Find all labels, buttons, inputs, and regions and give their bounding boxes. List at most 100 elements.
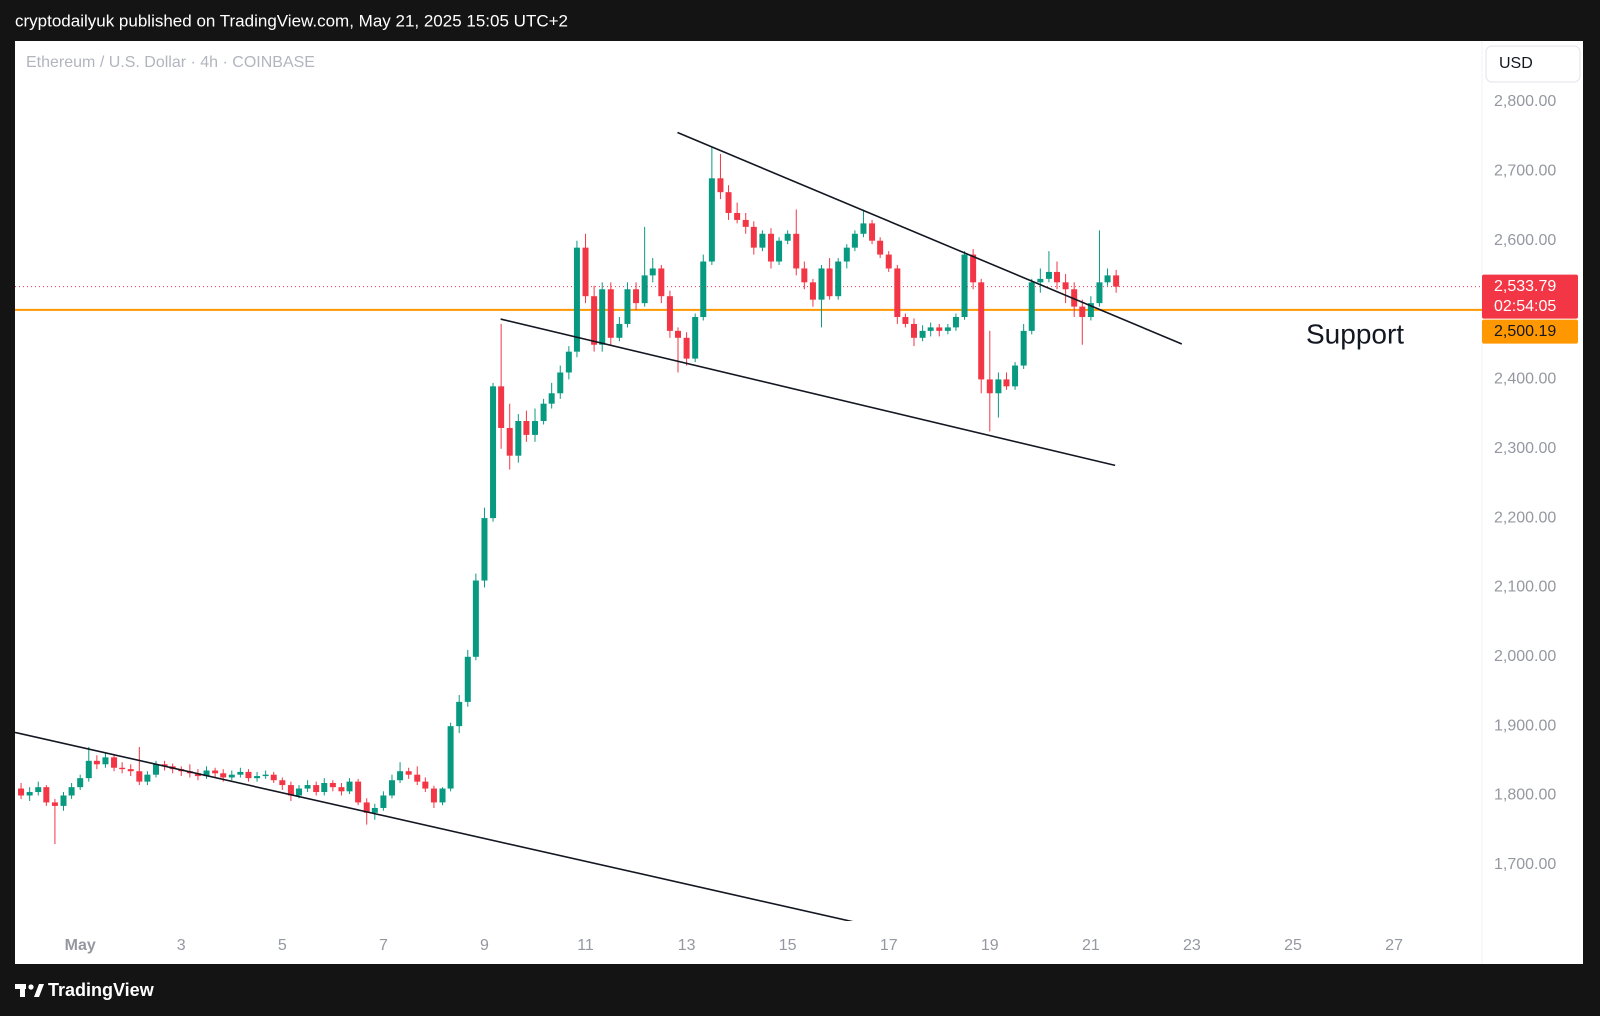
candle-body (212, 770, 219, 774)
symbol-title: Ethereum / U.S. Dollar · 4h · COINBASE (26, 54, 315, 71)
last-price-badge (1482, 274, 1578, 319)
candle-body (717, 178, 724, 193)
candle-body (1087, 303, 1094, 317)
candle-body (1003, 379, 1010, 387)
trendline (677, 131, 1183, 345)
candle-body (296, 788, 303, 796)
candle-body (498, 386, 505, 428)
candle-body (869, 223, 876, 241)
currency-button[interactable] (1485, 45, 1581, 83)
candle-body (262, 774, 269, 777)
candle-body (700, 261, 707, 317)
candle-body (776, 240, 783, 262)
candle-body (321, 783, 328, 793)
x-tick-label: 21 (1082, 937, 1100, 954)
candle-body (616, 323, 623, 338)
candle-body (607, 289, 614, 338)
tradingview-logo (15, 984, 44, 997)
candle-body (329, 783, 336, 788)
candle-body (1096, 282, 1103, 304)
candle-body (978, 282, 985, 380)
candle-body (582, 247, 589, 297)
candle-body (750, 226, 757, 248)
candle-body (464, 656, 471, 702)
candle-body (910, 323, 917, 338)
candle-body (675, 330, 682, 338)
trendline (15, 731, 854, 921)
x-tick-label: 13 (678, 937, 696, 954)
candle-body (304, 785, 311, 789)
candle-body (1028, 282, 1035, 331)
candle-body (540, 403, 547, 422)
candle-body (254, 776, 261, 779)
candle-body (666, 296, 673, 331)
logo-part (28, 984, 34, 990)
candle-body (279, 780, 286, 786)
candle-body (1054, 271, 1061, 283)
candle-body (793, 233, 800, 269)
candle-body (1071, 289, 1078, 307)
y-tick-label: 1,700.00 (1494, 856, 1556, 873)
candle-body (936, 327, 943, 331)
candle-body (851, 233, 858, 248)
candle-body (725, 192, 732, 213)
x-tick-label: 17 (880, 937, 898, 954)
candle-body (515, 421, 522, 456)
candle-body (346, 781, 353, 792)
candle-body (742, 219, 749, 227)
candle-body (860, 223, 867, 234)
y-tick-label: 2,800.00 (1494, 93, 1556, 110)
candle-body (414, 774, 421, 782)
y-tick-label: 2,600.00 (1494, 232, 1556, 249)
candle-body (338, 787, 345, 792)
candle-body (77, 778, 84, 788)
candle-body (472, 580, 479, 657)
candle-body (490, 386, 497, 519)
x-tick-label: 25 (1284, 937, 1302, 954)
candle-body (818, 268, 825, 300)
x-tick-label: 19 (981, 937, 999, 954)
support-badge (1482, 319, 1578, 344)
candle-body (447, 726, 454, 789)
support-price-label: 2,500.19 (1494, 323, 1556, 340)
y-tick-label: 1,800.00 (1494, 787, 1556, 804)
candle-body (481, 518, 488, 581)
candle-body (649, 268, 656, 276)
candle-body (641, 275, 648, 304)
x-tick-label: 15 (779, 937, 797, 954)
candle-body (877, 240, 884, 255)
candle-body (60, 795, 67, 806)
candle-body (287, 785, 294, 796)
candle-body (927, 327, 934, 331)
plot-area (15, 131, 1482, 921)
candle-body (809, 282, 816, 300)
candle-body (692, 316, 699, 359)
candle-body (523, 421, 530, 435)
candle-body (801, 268, 808, 283)
y-tick-label: 2,200.00 (1494, 509, 1556, 526)
candle-body (237, 771, 244, 775)
candle-body (26, 792, 33, 796)
candle-body (767, 233, 774, 262)
candle-body (986, 379, 993, 394)
candle-body (152, 764, 159, 775)
candle-body (228, 774, 235, 778)
currency-label: USD (1499, 55, 1533, 72)
candle-body (35, 787, 42, 793)
chart-panel (15, 41, 1583, 964)
logo-part (34, 984, 44, 997)
candle-body (843, 247, 850, 262)
candle-body (1037, 278, 1044, 283)
candle-body (683, 337, 690, 359)
x-tick-label: 9 (480, 937, 489, 954)
candle-body (422, 781, 429, 789)
y-tick-label: 2,000.00 (1494, 648, 1556, 665)
candle-body (944, 327, 951, 331)
candle-body (759, 233, 766, 248)
candle-body (1020, 330, 1027, 366)
y-tick-label: 1,900.00 (1494, 717, 1556, 734)
countdown-label: 02:54:05 (1494, 298, 1556, 315)
candle-body (885, 254, 892, 269)
candle-body (894, 268, 901, 317)
